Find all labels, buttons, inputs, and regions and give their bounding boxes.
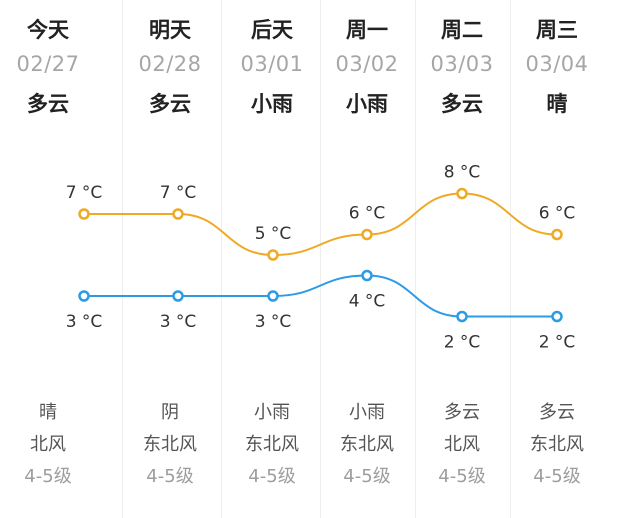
- high-temp-point: [551, 228, 563, 241]
- day-weather: 晴: [546, 92, 568, 116]
- night-weather: 晴: [39, 402, 57, 423]
- high-temp-label: 7 °C: [160, 183, 197, 203]
- column-divider: [122, 0, 123, 518]
- column-divider: [221, 0, 222, 518]
- high-temp-point: [78, 208, 90, 220]
- day-name: 今天: [27, 18, 69, 42]
- wind-direction: 东北风: [245, 434, 299, 455]
- high-temp-point: [361, 228, 373, 241]
- low-temp-label: 3 °C: [66, 312, 103, 332]
- day-column-2[interactable]: 后天 03/01 小雨 小雨 东北风 4-5级: [224, 0, 320, 518]
- day-date: 02/28: [138, 52, 202, 76]
- low-temp-label: 2 °C: [539, 333, 576, 353]
- day-name: 周三: [536, 18, 578, 42]
- low-temp-label: 3 °C: [160, 312, 197, 332]
- wind-level: 4-5级: [248, 466, 296, 487]
- wind-level: 4-5级: [24, 466, 72, 487]
- column-divider: [510, 0, 511, 518]
- low-temp-point: [267, 290, 279, 302]
- high-temp-label: 6 °C: [349, 204, 386, 224]
- day-column-5[interactable]: 周三 03/04 晴 多云 东北风 4-5级: [509, 0, 605, 518]
- day-date: 02/27: [16, 52, 80, 76]
- day-weather: 多云: [27, 92, 69, 116]
- wind-direction: 东北风: [530, 434, 584, 455]
- day-column-4[interactable]: 周二 03/03 多云 多云 北风 4-5级: [414, 0, 510, 518]
- low-temp-point: [361, 269, 373, 282]
- day-weather: 多云: [441, 92, 483, 116]
- wind-level: 4-5级: [533, 466, 581, 487]
- column-divider: [320, 0, 321, 518]
- night-weather: 小雨: [254, 402, 290, 423]
- wind-direction: 东北风: [143, 434, 197, 455]
- day-date: 03/01: [240, 52, 304, 76]
- high-temp-point: [267, 249, 279, 261]
- wind-direction: 东北风: [340, 434, 394, 455]
- day-name: 后天: [251, 18, 293, 42]
- night-weather: 小雨: [349, 402, 385, 423]
- high-temp-label: 6 °C: [539, 204, 576, 224]
- day-date: 03/03: [430, 52, 494, 76]
- low-temp-point: [78, 290, 90, 302]
- high-temp-label: 7 °C: [66, 183, 103, 203]
- day-column-1[interactable]: 明天 02/28 多云 阴 东北风 4-5级: [122, 0, 218, 518]
- night-weather: 阴: [161, 402, 179, 423]
- high-temp-label: 8 °C: [444, 163, 481, 183]
- low-temp-label: 3 °C: [255, 312, 292, 332]
- high-temp-label: 5 °C: [255, 224, 292, 244]
- wind-direction: 北风: [444, 434, 480, 455]
- high-temp-point: [172, 208, 184, 220]
- column-divider: [415, 0, 416, 518]
- wind-level: 4-5级: [343, 466, 391, 487]
- day-column-0[interactable]: 今天 02/27 多云 晴 北风 4-5级: [0, 0, 96, 518]
- low-temp-point: [456, 310, 468, 323]
- high-temp-point: [456, 187, 468, 200]
- night-weather: 多云: [444, 402, 480, 423]
- night-weather: 多云: [539, 402, 575, 423]
- day-name: 明天: [149, 18, 191, 42]
- day-date: 03/04: [525, 52, 589, 76]
- day-name: 周二: [441, 18, 483, 42]
- day-weather: 多云: [149, 92, 191, 116]
- day-date: 03/02: [335, 52, 399, 76]
- day-weather: 小雨: [251, 92, 293, 116]
- wind-level: 4-5级: [438, 466, 486, 487]
- wind-level: 4-5级: [146, 466, 194, 487]
- low-temp-label: 2 °C: [444, 333, 481, 353]
- day-name: 周一: [346, 18, 388, 42]
- low-temp-point: [172, 290, 184, 302]
- wind-direction: 北风: [30, 434, 66, 455]
- low-temp-line: [84, 274, 557, 318]
- high-temp-line: [84, 192, 558, 257]
- day-column-3[interactable]: 周一 03/02 小雨 小雨 东北风 4-5级: [319, 0, 415, 518]
- low-temp-label: 4 °C: [349, 292, 386, 312]
- day-weather: 小雨: [346, 92, 388, 116]
- low-temp-point: [551, 310, 563, 323]
